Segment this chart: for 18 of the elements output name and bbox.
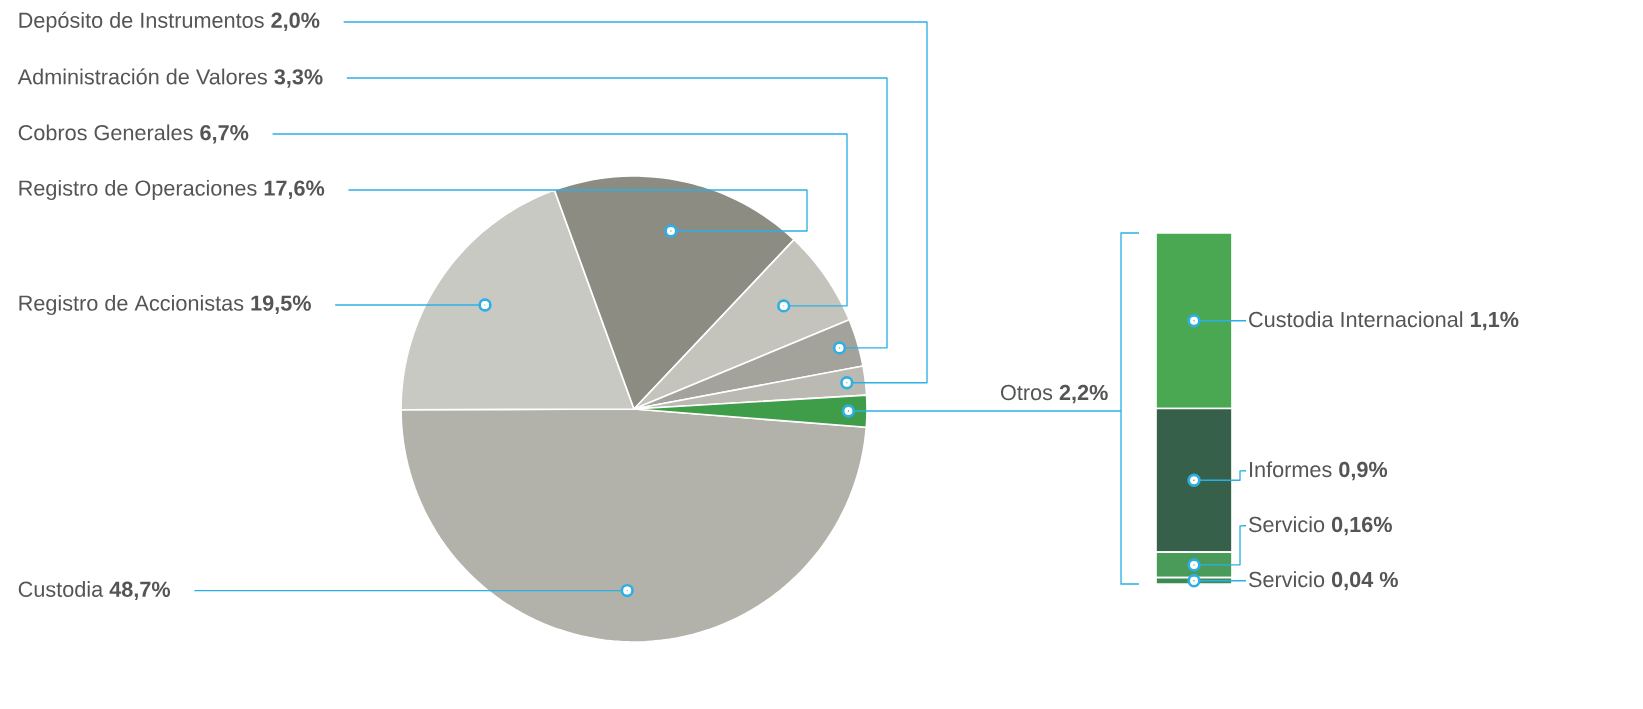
slice-label: Cobros Generales: [18, 124, 193, 141]
data-label: Servicio 0,04 %: [1249, 571, 1398, 591]
slice-label: Depósito de Instrumentos: [19, 11, 264, 33]
data-label: 3,3%: [274, 69, 323, 88]
data-label: Informes 0,9%: [1250, 461, 1388, 481]
slice-label: Registro de Operaciones: [19, 179, 257, 201]
data-label: 2,2%: [1059, 384, 1108, 404]
slice-label: Registro de Accionistas: [19, 294, 244, 316]
slice-label: Custodia: [18, 581, 104, 597]
data-label: 6,7%: [200, 125, 249, 144]
slice-label: Administración de Valores: [17, 68, 267, 85]
data-label: Servicio 0,16%: [1249, 516, 1392, 536]
data-label: 2,0%: [271, 12, 320, 32]
data-label: 48,7%: [109, 581, 171, 601]
data-label: Custodia Internacional 1,1%: [1249, 311, 1519, 331]
data-label: 17,6%: [264, 180, 325, 199]
slice-label: Otros: [1001, 384, 1053, 401]
data-label: 19,5%: [251, 295, 311, 314]
